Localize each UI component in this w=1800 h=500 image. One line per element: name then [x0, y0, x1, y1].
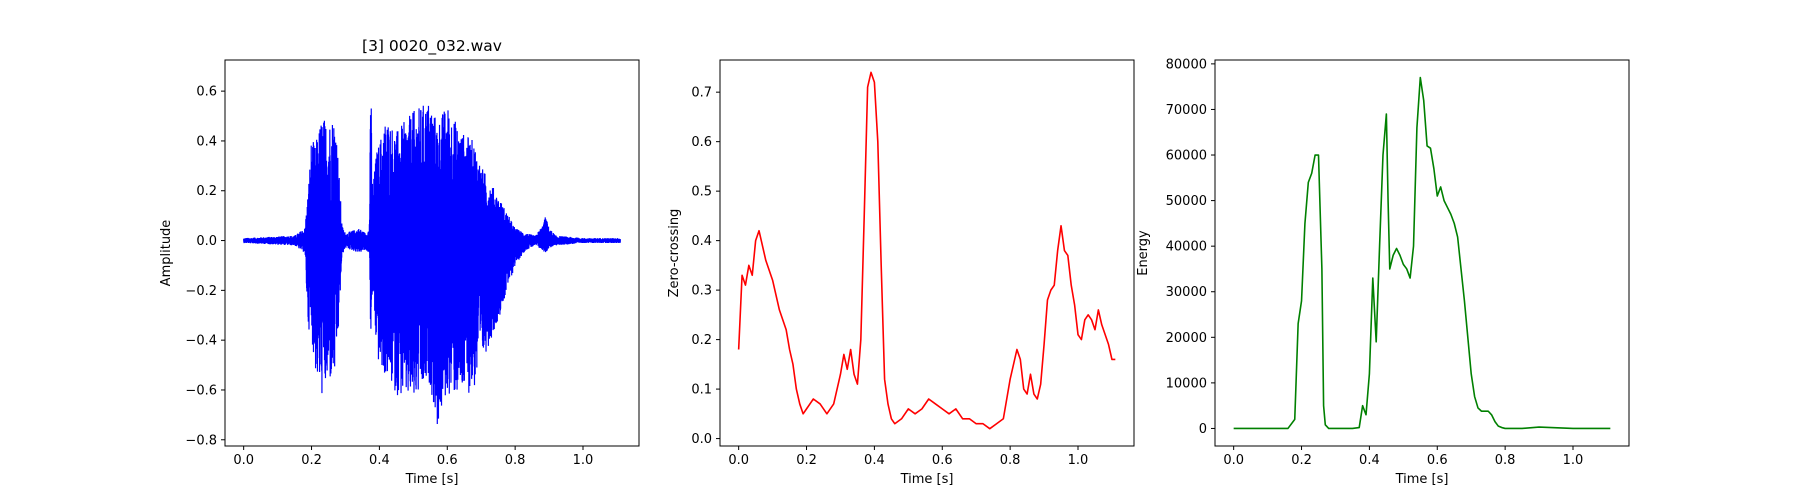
- y-tick-label: 70000: [1166, 103, 1207, 118]
- chart-title: [3] 0020_032.wav: [362, 37, 502, 56]
- y-tick-label: 0.5: [691, 185, 712, 200]
- y-tick-label: 0.2: [691, 333, 712, 348]
- x-tick-label: 1.0: [1068, 453, 1089, 468]
- y-tick-label: 0: [1199, 422, 1207, 437]
- axes-frame: [719, 59, 1135, 447]
- y-tick-label: −0.8: [185, 433, 217, 448]
- x-axis-label: Time [s]: [900, 472, 954, 487]
- y-tick-label: 0.6: [196, 85, 217, 100]
- axes-frame: [224, 59, 640, 447]
- x-axis-label: Time [s]: [405, 472, 459, 487]
- x-tick-label: 0.6: [1427, 453, 1448, 468]
- x-tick-label: 0.0: [233, 453, 254, 468]
- y-tick-label: 0.2: [196, 184, 217, 199]
- x-tick-label: 1.0: [573, 453, 594, 468]
- plot-area: [737, 71, 1116, 430]
- y-tick-label: 10000: [1166, 376, 1207, 391]
- x-tick-label: 0.2: [301, 453, 322, 468]
- y-tick-label: 0.3: [691, 284, 712, 299]
- x-tick-label: 0.6: [932, 453, 953, 468]
- amplitude-waveform-line: [243, 105, 621, 425]
- x-tick-label: 0.6: [437, 453, 458, 468]
- y-tick-label: 0.7: [691, 86, 712, 101]
- x-tick-label: 0.8: [1495, 453, 1516, 468]
- x-tick-label: 0.2: [796, 453, 817, 468]
- x-tick-label: 0.0: [728, 453, 749, 468]
- y-tick-label: −0.6: [185, 383, 217, 398]
- x-tick-label: 0.4: [369, 453, 390, 468]
- y-tick-label: −0.2: [185, 284, 217, 299]
- y-tick-label: 80000: [1166, 57, 1207, 72]
- y-tick-label: 0.6: [691, 135, 712, 150]
- x-tick-label: 0.4: [1359, 453, 1380, 468]
- amplitude-panel: 0.0 0.2 0.4 0.6 0.8 1.0 0.6 0.4 0.2 0.0 −0.2 −0.4 −0…: [159, 37, 640, 487]
- x-tick-label: 0.4: [864, 453, 885, 468]
- x-axis-label: Time [s]: [1395, 472, 1449, 487]
- y-tick-label: 0.4: [196, 134, 217, 149]
- x-tick-label: 0.8: [1000, 453, 1021, 468]
- y-tick-label: 20000: [1166, 331, 1207, 346]
- y-tick-label: 30000: [1166, 285, 1207, 300]
- y-axis-label: Amplitude: [159, 220, 174, 287]
- energy-panel: 0.0 0.2 0.4 0.6 0.8 1.0 0 10000 20000 30000 40000 5…: [1136, 57, 1630, 487]
- energy-line: [1233, 76, 1611, 430]
- plot-area: [243, 105, 621, 425]
- y-tick-label: 0.1: [691, 383, 712, 398]
- y-tick-label: 0.0: [196, 234, 217, 249]
- x-tick-label: 0.0: [1223, 453, 1244, 468]
- axes-frame: [1214, 59, 1630, 447]
- x-tick-label: 0.8: [505, 453, 526, 468]
- y-axis-label: Energy: [1136, 230, 1151, 276]
- zero-crossing-line: [737, 71, 1116, 430]
- y-axis-label: Zero-crossing: [667, 209, 682, 298]
- plot-area: [1233, 76, 1611, 430]
- zero-crossing-panel: 0.0 0.2 0.4 0.6 0.8 1.0 0.0 0.1 0.2 0.3 0.4 0.5 0.6 0…: [667, 59, 1135, 487]
- x-tick-label: 0.2: [1291, 453, 1312, 468]
- y-tick-label: −0.4: [185, 334, 217, 349]
- y-tick-label: 0.0: [691, 432, 712, 447]
- y-tick-label: 60000: [1166, 149, 1207, 164]
- y-tick-label: 40000: [1166, 240, 1207, 255]
- y-tick-label: 50000: [1166, 194, 1207, 209]
- y-tick-label: 0.4: [691, 234, 712, 249]
- x-tick-label: 1.0: [1563, 453, 1584, 468]
